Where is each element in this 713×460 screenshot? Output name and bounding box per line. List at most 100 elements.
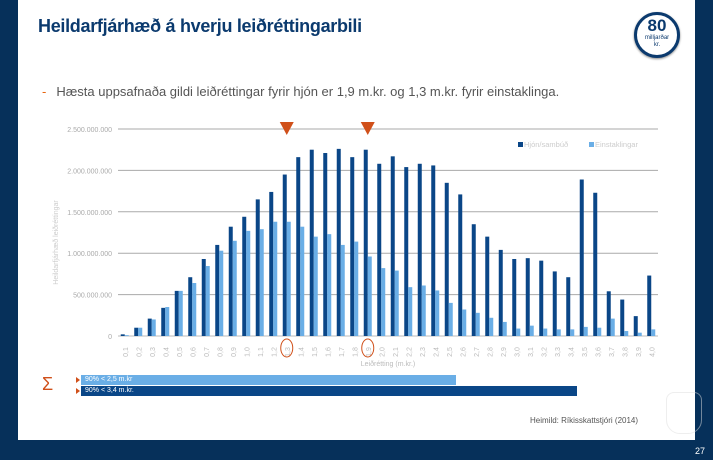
x-tick-label: 2,6: [460, 347, 467, 357]
bar-single: [651, 329, 656, 336]
bar-couples: [539, 260, 544, 336]
legend-label: Einstaklingar: [595, 140, 638, 149]
x-tick-label: 2,4: [433, 347, 440, 357]
x-tick-label: 0,9: [231, 347, 238, 357]
coat-of-arms-logo: [666, 392, 702, 434]
bar-single: [273, 221, 278, 336]
bar-couples: [309, 149, 314, 336]
bar-single: [570, 329, 575, 336]
bar-couples: [350, 157, 355, 336]
highlight-triangle-icon: [279, 122, 294, 135]
bar-single: [286, 221, 291, 336]
bar-single: [178, 290, 183, 336]
bar-couples: [161, 307, 166, 336]
x-tick-label: 2,7: [474, 347, 481, 357]
x-tick-label: 2,5: [447, 347, 454, 357]
arrow-icon: [76, 388, 80, 394]
bar-couples: [525, 258, 530, 336]
bar-couples: [147, 318, 152, 336]
bar-single: [556, 329, 561, 336]
x-tick-label: 3,0: [514, 347, 521, 357]
bar-couples: [620, 299, 625, 336]
bar-couples: [417, 163, 422, 336]
bar-single: [516, 328, 521, 336]
bar-single: [502, 321, 507, 336]
bar-single: [624, 331, 629, 336]
bar-couples: [593, 192, 598, 336]
bar-single: [381, 268, 386, 336]
sigma-icon: Σ: [42, 374, 54, 394]
bar-couples: [606, 291, 611, 336]
single-summary-bar: 90% < 2,5 m.kr: [81, 375, 456, 385]
bar-couples: [390, 156, 395, 336]
bar-single: [124, 335, 129, 336]
bar-couples: [633, 316, 638, 336]
badge-line1: milljarðar: [644, 35, 670, 41]
bar-couples: [296, 157, 301, 336]
x-tick-label: 0,3: [150, 347, 157, 357]
y-tick-label: 2.500.000.000: [67, 127, 112, 134]
80-billion-badge: 80 milljarðar kr.: [634, 12, 680, 58]
bar-single: [151, 319, 156, 336]
y-axis-label: Heildarfjárhæð leiðréttingar: [52, 200, 60, 285]
bar-single: [448, 302, 453, 336]
bar-couples: [471, 224, 476, 336]
x-tick-label: 3,3: [555, 347, 562, 357]
x-tick-label: 3,5: [582, 347, 589, 357]
x-tick-label: 3,8: [622, 347, 629, 357]
x-tick-label: 1,2: [271, 347, 278, 357]
bar-single: [583, 326, 588, 336]
x-tick-label: 2,2: [406, 347, 413, 357]
x-tick-label: 4,0: [649, 347, 656, 357]
bar-couples: [377, 163, 382, 336]
legend-swatch: [518, 142, 523, 147]
bar-single: [489, 317, 494, 336]
x-tick-label: 2,8: [487, 347, 494, 357]
bar-couples: [269, 191, 274, 336]
bar-couples: [579, 179, 584, 336]
badge-number: 80: [647, 16, 667, 35]
x-tick-label: 1,6: [325, 347, 332, 357]
x-tick-label: 3,1: [528, 347, 535, 357]
arrow-icon: [76, 377, 80, 383]
bar-couples: [120, 334, 125, 336]
bar-couples: [228, 226, 233, 336]
bar-single: [205, 266, 210, 336]
bar-couples: [255, 199, 260, 336]
bar-couples: [282, 174, 287, 336]
x-tick-label: 1,0: [244, 347, 251, 357]
x-tick-label: 3,9: [636, 347, 643, 357]
x-tick-label: 2,3: [420, 347, 427, 357]
x-tick-label: 1,5: [312, 347, 319, 357]
x-tick-label: 3,7: [609, 347, 616, 357]
bar-couples: [431, 165, 436, 336]
bar-couples: [363, 149, 368, 336]
bar-couples: [647, 275, 652, 336]
x-tick-label: 1,3: [285, 347, 292, 357]
highlight-circle: [361, 338, 375, 358]
x-tick-label: 3,6: [595, 347, 602, 357]
bar-single: [192, 283, 197, 336]
x-tick-label: 1,9: [366, 347, 373, 357]
bar-single: [300, 226, 305, 336]
bar-couples: [512, 258, 517, 336]
source-note: Heimild: Ríkisskattstjóri (2014): [530, 416, 639, 425]
y-tick-label: 500.000.000: [73, 293, 112, 300]
bar-single: [421, 285, 426, 336]
bar-couples: [498, 249, 503, 336]
bar-single: [313, 236, 318, 336]
bar-single: [408, 287, 413, 336]
bar-couples: [215, 244, 220, 336]
x-tick-label: 2,9: [501, 347, 508, 357]
y-tick-label: 1.000.000.000: [67, 251, 112, 258]
x-tick-label: 0,6: [190, 347, 197, 357]
bar-couples: [188, 277, 193, 336]
bar-single: [543, 328, 548, 336]
legend-swatch: [589, 142, 594, 147]
x-tick-label: 0,8: [217, 347, 224, 357]
x-tick-label: 1,1: [258, 347, 265, 357]
x-axis-label: Leiðrétting (m.kr.): [361, 360, 415, 368]
y-tick-label: 0: [108, 334, 112, 341]
bar-single: [475, 312, 480, 336]
